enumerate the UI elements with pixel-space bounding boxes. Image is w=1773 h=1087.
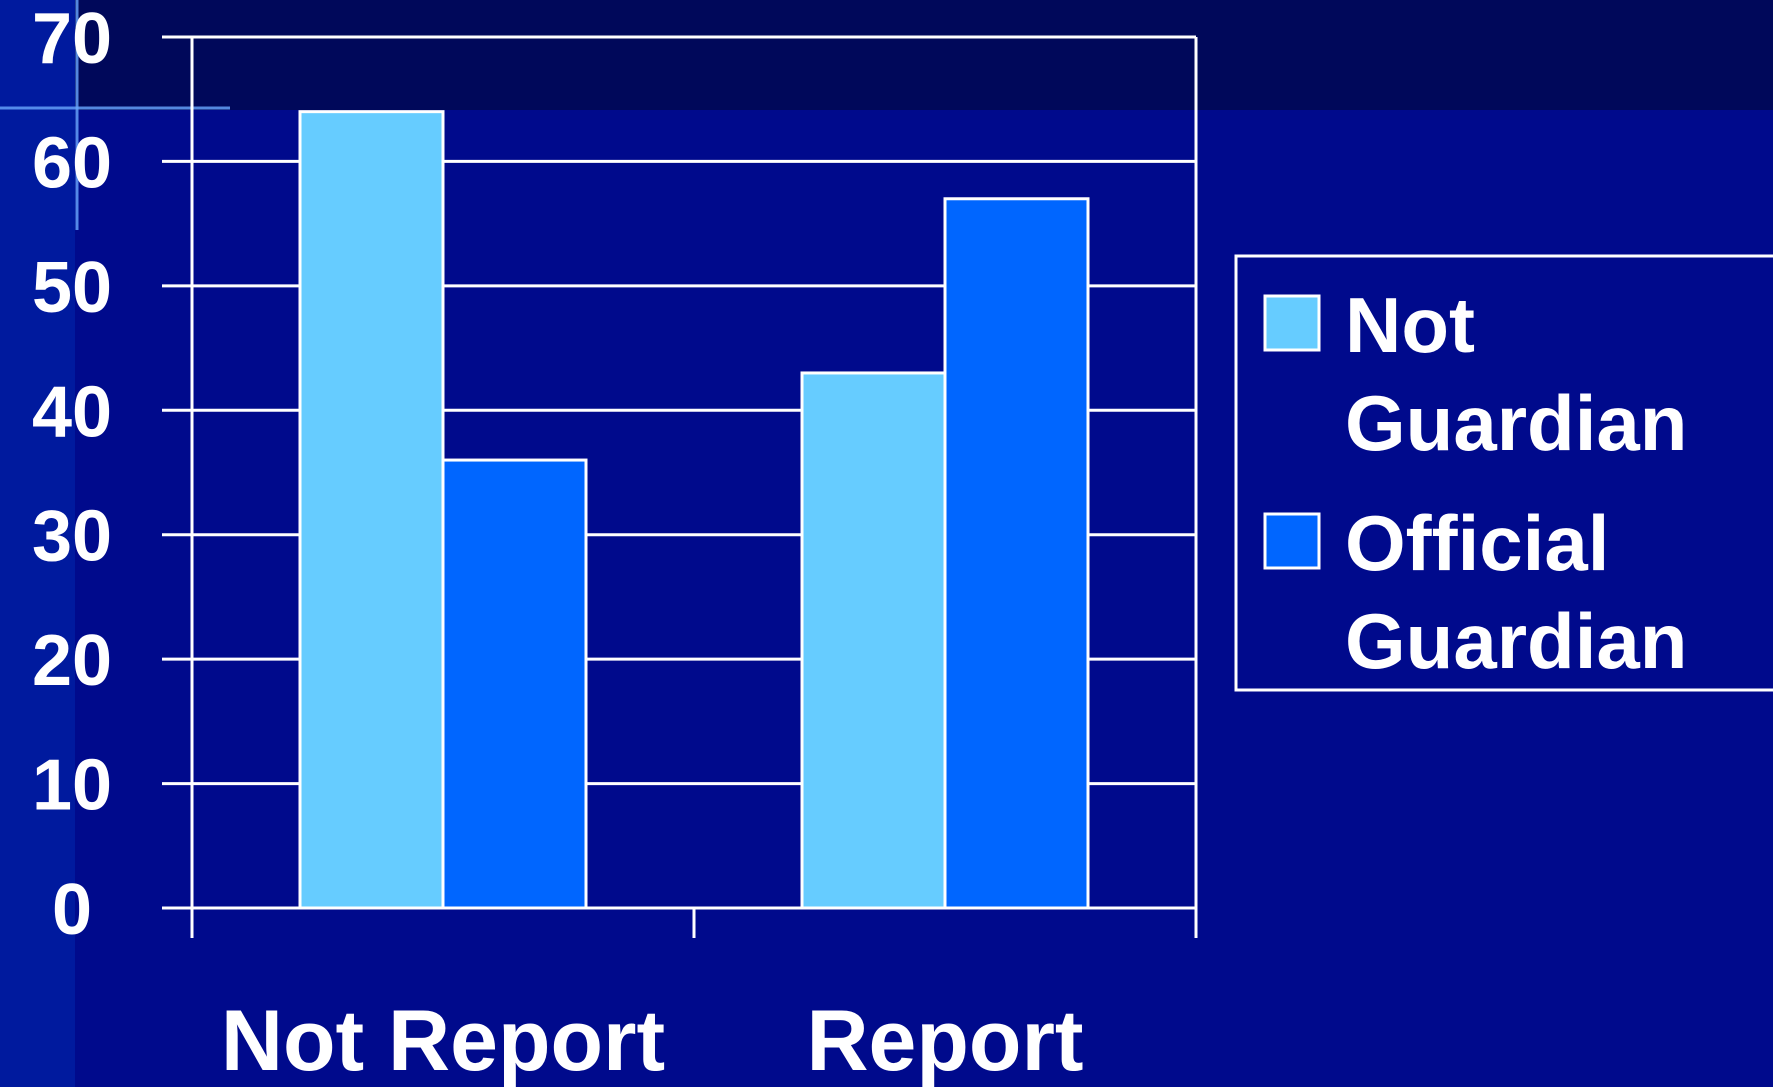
title-band xyxy=(0,0,1773,110)
y-tick-label-0: 0 xyxy=(52,870,92,950)
x-category-label: Report xyxy=(806,993,1083,1087)
x-category-labels: Not Report Report xyxy=(221,993,1084,1087)
y-tick-label-60: 60 xyxy=(32,123,112,203)
bar-official-guardian-report xyxy=(943,197,1090,910)
y-tick-label-70: 70 xyxy=(32,0,112,79)
bar-official-guardian-not-report xyxy=(441,458,588,910)
y-tick-label-10: 10 xyxy=(32,746,112,826)
y-tick-label-20: 20 xyxy=(32,621,112,701)
legend-swatch-official-guardian xyxy=(1263,512,1321,570)
y-tick-labels: 0 10 20 30 40 50 60 70 xyxy=(32,0,112,950)
legend-label-official-guardian: Official Guardian xyxy=(1345,499,1687,685)
axes xyxy=(162,37,1198,938)
legend-label-not-guardian: Not Guardian xyxy=(1345,281,1687,467)
legend-box xyxy=(1234,254,1773,692)
bar-not-guardian-not-report xyxy=(298,110,445,910)
y-tick-label-30: 30 xyxy=(32,497,112,577)
left-edge-stripe xyxy=(0,0,75,1087)
y-tick-label-50: 50 xyxy=(32,248,112,328)
bars xyxy=(298,110,1090,910)
y-tick-label-40: 40 xyxy=(32,372,112,452)
bar-not-guardian-report xyxy=(800,371,947,910)
legend-swatch-not-guardian xyxy=(1263,294,1321,352)
legend: Not Guardian Official Guardian xyxy=(1234,254,1773,692)
x-category-label: Not Report xyxy=(221,993,665,1087)
